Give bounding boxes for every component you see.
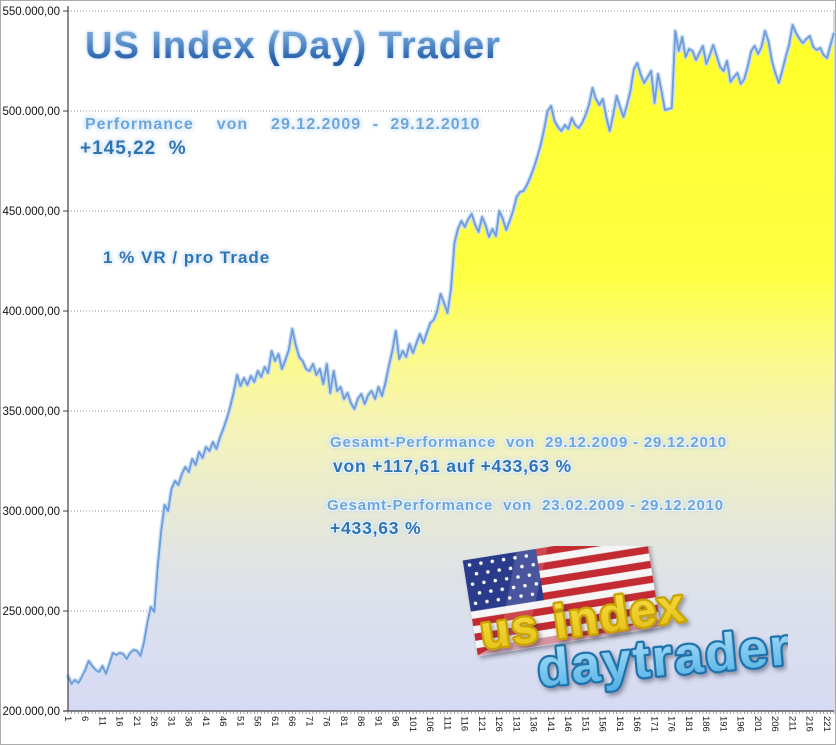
svg-text:131: 131	[510, 716, 521, 732]
svg-text:86: 86	[355, 716, 366, 727]
svg-text:181: 181	[683, 716, 694, 732]
equity-area-series	[65, 22, 835, 711]
svg-text:76: 76	[321, 716, 332, 727]
svg-text:146: 146	[562, 716, 573, 732]
svg-text:216: 216	[804, 716, 815, 732]
svg-text:400.000,00: 400.000,00	[2, 306, 60, 318]
x-axis-labels: 1 6 11 16 21 26 31 36 41 46 51 56 61 66 71 76 81 86 91 96 10…	[62, 716, 832, 732]
svg-text:11: 11	[96, 716, 107, 726]
svg-text:71: 71	[303, 716, 314, 727]
svg-text:156: 156	[597, 716, 608, 732]
svg-text:166: 166	[631, 716, 642, 732]
svg-text:350.000,00: 350.000,00	[2, 406, 60, 418]
svg-text:201: 201	[752, 716, 763, 732]
svg-text:171: 171	[648, 716, 659, 732]
gesamt-performance-2010-label: Gesamt-Performance von 29.12.2009 - 29.1…	[330, 434, 727, 451]
svg-text:200.000,00: 200.000,00	[2, 706, 60, 718]
svg-text:96: 96	[390, 716, 401, 727]
svg-text:191: 191	[717, 716, 728, 732]
svg-text:81: 81	[338, 716, 349, 727]
svg-text:91: 91	[372, 716, 383, 727]
axes	[63, 6, 835, 714]
svg-text:66: 66	[286, 716, 297, 727]
svg-text:31: 31	[165, 716, 176, 727]
svg-text:206: 206	[769, 716, 780, 732]
svg-text:36: 36	[183, 716, 194, 727]
svg-text:126: 126	[493, 716, 504, 732]
gesamt-performance-total-label: Gesamt-Performance von 23.02.2009 - 29.1…	[327, 497, 724, 514]
svg-text:26: 26	[148, 716, 159, 727]
svg-text:300.000,00: 300.000,00	[2, 506, 60, 518]
svg-text:111: 111	[441, 716, 452, 730]
svg-text:46: 46	[217, 716, 228, 727]
us-index-daytrader-logo: us index daytrader	[462, 546, 788, 700]
risk-per-trade-note: 1 % VR / pro Trade	[103, 248, 271, 267]
svg-text:1: 1	[62, 716, 73, 721]
gesamt-performance-2010-value: von +117,61 auf +433,63 %	[333, 456, 572, 476]
svg-text:161: 161	[614, 716, 625, 732]
svg-text:450.000,00: 450.000,00	[2, 206, 60, 218]
us-flag-icon	[462, 546, 661, 657]
svg-text:56: 56	[252, 716, 263, 727]
gesamt-performance-total-value: +433,63 %	[330, 518, 422, 538]
svg-text:101: 101	[407, 716, 418, 732]
svg-text:176: 176	[666, 716, 677, 732]
svg-text:51: 51	[234, 716, 245, 727]
y-axis-labels: 550.000,00 500.000,00 450.000,00 400.000,00…	[2, 6, 60, 718]
chart-title: US Index (Day) Trader	[85, 25, 501, 67]
svg-text:106: 106	[424, 716, 435, 732]
svg-text:550.000,00: 550.000,00	[2, 6, 60, 18]
svg-text:21: 21	[131, 716, 142, 727]
svg-text:6: 6	[79, 716, 90, 721]
performance-period-label: Performance von 29.12.2009 - 29.12.2010	[85, 116, 481, 133]
svg-text:221: 221	[821, 716, 832, 732]
svg-text:141: 141	[545, 716, 556, 732]
svg-text:16: 16	[114, 716, 125, 727]
svg-text:196: 196	[735, 716, 746, 732]
svg-text:500.000,00: 500.000,00	[2, 106, 60, 118]
svg-text:61: 61	[269, 716, 280, 727]
svg-text:136: 136	[528, 716, 539, 732]
svg-text:186: 186	[700, 716, 711, 732]
svg-text:250.000,00: 250.000,00	[2, 606, 60, 618]
svg-text:41: 41	[200, 716, 211, 727]
svg-text:116: 116	[459, 716, 470, 731]
svg-text:121: 121	[476, 716, 487, 732]
performance-value: +145,22 %	[80, 138, 187, 159]
flag-sheen	[497, 547, 548, 653]
svg-text:211: 211	[786, 716, 797, 731]
svg-text:151: 151	[579, 716, 590, 732]
